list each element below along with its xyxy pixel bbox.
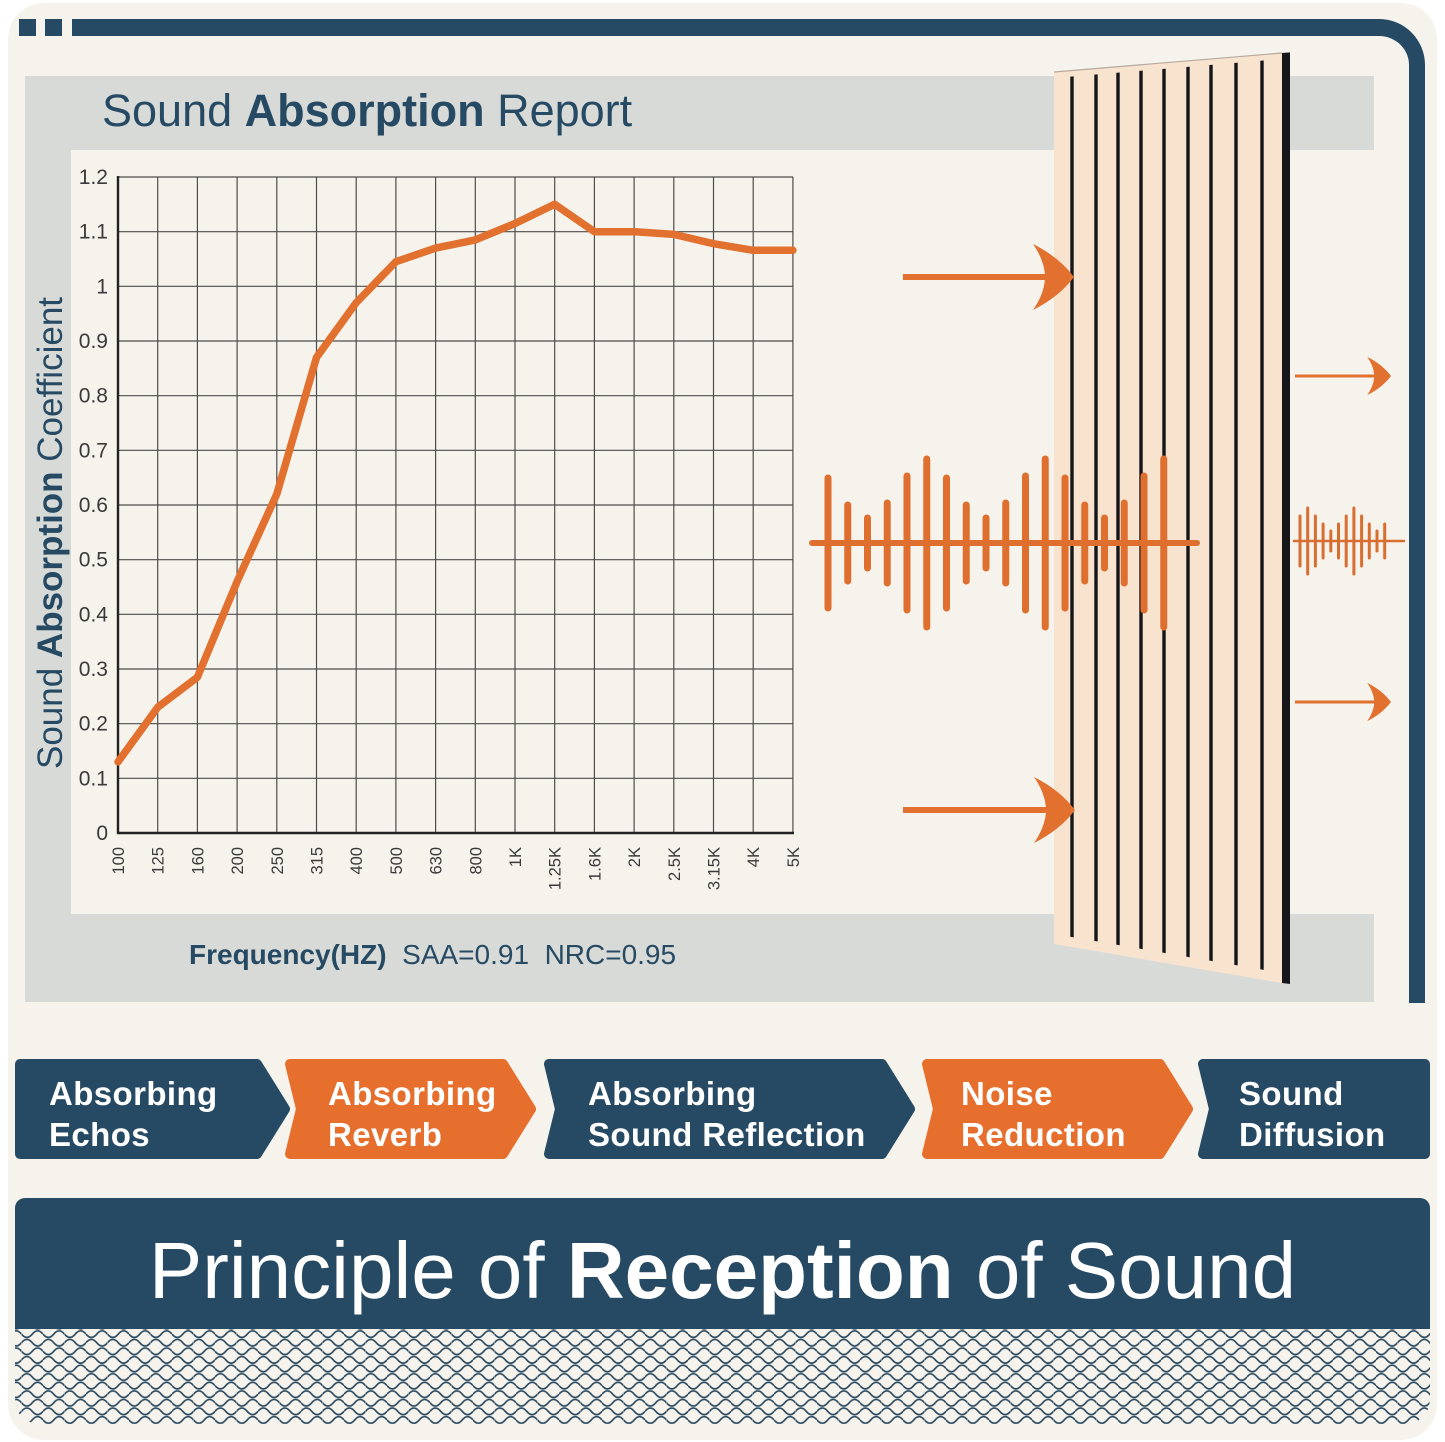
svg-text:160: 160 xyxy=(189,847,207,875)
svg-text:1.1: 1.1 xyxy=(79,221,108,244)
svg-text:1: 1 xyxy=(96,275,108,298)
svg-text:0.3: 0.3 xyxy=(79,658,108,681)
svg-text:0.4: 0.4 xyxy=(79,603,109,626)
svg-text:630: 630 xyxy=(428,847,446,875)
svg-text:315: 315 xyxy=(309,847,327,875)
svg-text:0: 0 xyxy=(96,822,108,845)
svg-text:800: 800 xyxy=(467,847,485,875)
svg-text:250: 250 xyxy=(269,847,287,875)
svg-text:4K: 4K xyxy=(745,847,763,867)
svg-text:0.1: 0.1 xyxy=(79,767,108,790)
svg-text:1.25K: 1.25K xyxy=(547,847,565,890)
svg-text:0.9: 0.9 xyxy=(79,330,108,353)
svg-text:500: 500 xyxy=(388,847,406,875)
svg-text:200: 200 xyxy=(229,847,247,875)
svg-text:0.7: 0.7 xyxy=(79,439,108,462)
svg-text:1K: 1K xyxy=(507,847,525,867)
svg-text:100: 100 xyxy=(110,847,128,875)
svg-text:2.5K: 2.5K xyxy=(666,847,684,881)
svg-text:0.8: 0.8 xyxy=(79,385,108,408)
svg-text:0.6: 0.6 xyxy=(79,494,108,517)
svg-text:400: 400 xyxy=(348,847,366,875)
svg-text:2K: 2K xyxy=(626,847,644,867)
svg-text:5K: 5K xyxy=(785,847,803,867)
svg-text:125: 125 xyxy=(150,847,168,875)
svg-text:0.2: 0.2 xyxy=(79,713,108,736)
svg-text:0.5: 0.5 xyxy=(79,549,108,572)
svg-text:1.6K: 1.6K xyxy=(586,847,604,881)
svg-text:3.15K: 3.15K xyxy=(706,847,724,890)
svg-text:1.2: 1.2 xyxy=(79,166,108,189)
